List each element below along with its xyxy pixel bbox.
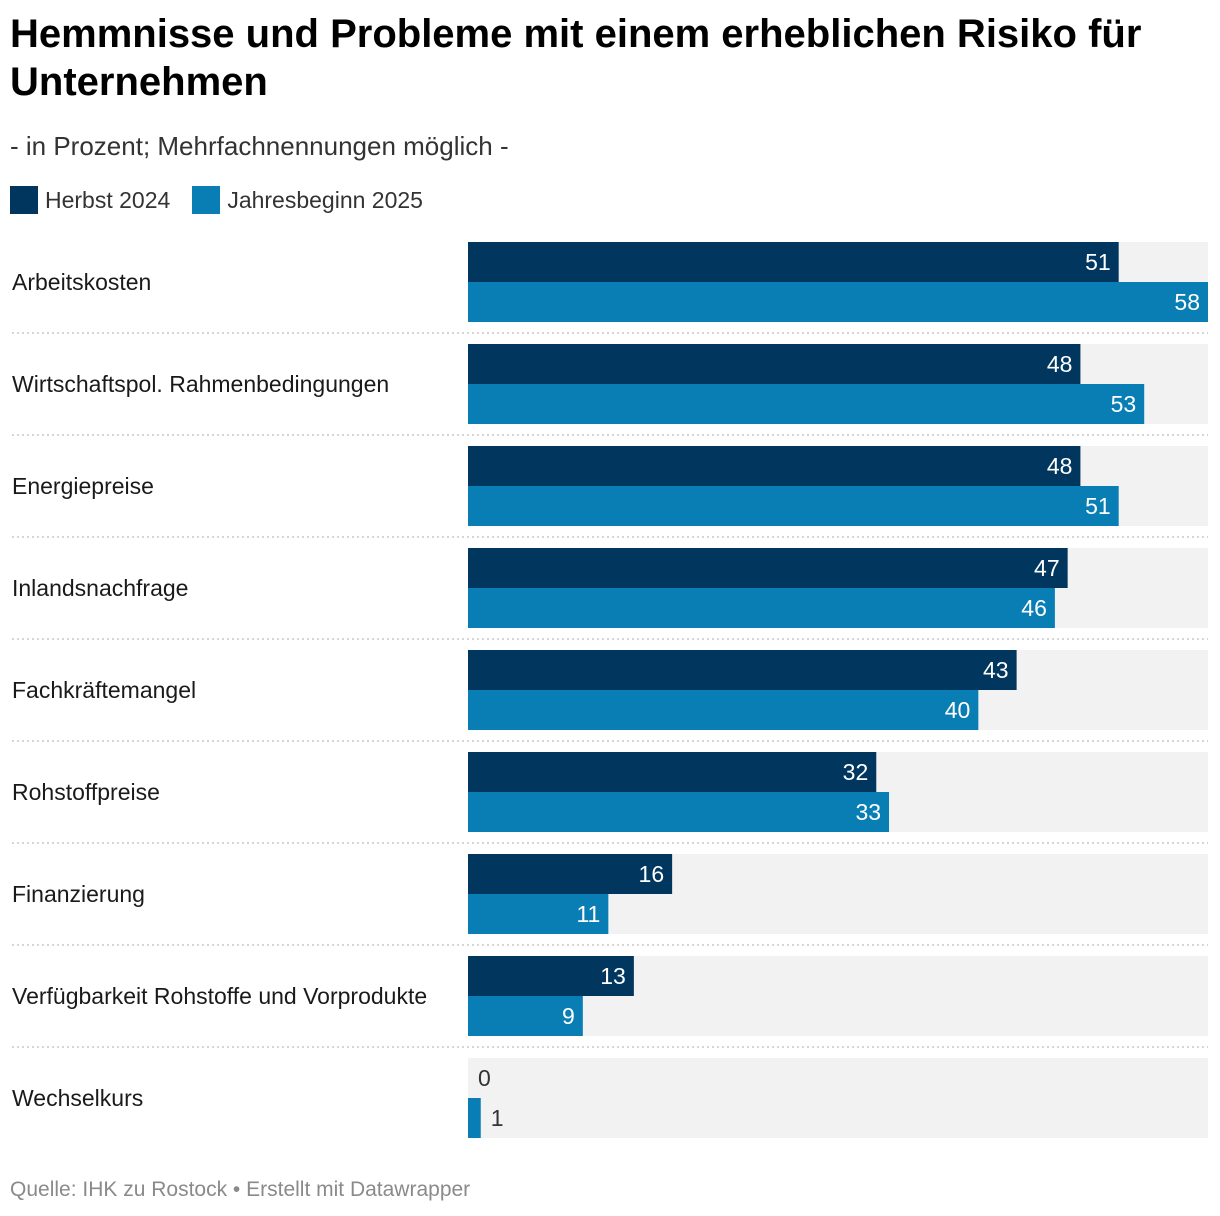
legend: Herbst 2024 Jahresbeginn 2025	[10, 184, 423, 216]
data-label: 40	[945, 697, 971, 723]
data-label: 0	[478, 1065, 491, 1091]
bar-herbst-2024	[468, 650, 1017, 690]
bar-jahresbeginn-2025	[468, 384, 1145, 424]
data-label: 16	[639, 861, 665, 887]
category-label: Inlandsnachfrage	[12, 575, 188, 601]
bar-chart: Arbeitskosten 51 58 Wirtschaftspol. Rahmenb…	[12, 242, 1208, 1138]
legend-item-series-1: Herbst 2024	[10, 186, 170, 214]
chart-subtitle: - in Prozent; Mehrfachnennungen möglich …	[10, 131, 509, 161]
category-label: Fachkräftemangel	[12, 677, 196, 703]
bar-herbst-2024	[468, 446, 1081, 486]
bar-jahresbeginn-2025	[468, 486, 1119, 526]
legend-label-series-2: Jahresbeginn 2025	[227, 186, 423, 213]
data-label: 32	[843, 759, 869, 785]
data-label: 51	[1085, 249, 1111, 275]
data-label: 46	[1021, 595, 1047, 621]
chart-title: Hemmnisse und Probleme mit einem erhebli…	[10, 12, 1142, 104]
legend-swatch-series-1	[10, 186, 38, 214]
category-label: Energiepreise	[12, 473, 154, 499]
category-label: Arbeitskosten	[12, 269, 151, 295]
data-label: 9	[562, 1003, 575, 1029]
category-label: Rohstoffpreise	[12, 779, 160, 805]
data-label: 13	[600, 963, 626, 989]
source-note: Quelle: IHK zu Rostock • Erstellt mit Da…	[10, 1178, 471, 1201]
bar-jahresbeginn-2025	[468, 282, 1208, 322]
data-label: 51	[1085, 493, 1111, 519]
bar-herbst-2024	[468, 956, 634, 996]
legend-swatch-series-2	[192, 186, 221, 214]
bar-herbst-2024	[468, 548, 1068, 588]
bar-herbst-2024	[468, 752, 877, 792]
bar-herbst-2024	[468, 344, 1081, 384]
data-label: 53	[1111, 391, 1137, 417]
bar-herbst-2024	[468, 854, 673, 894]
bar-jahresbeginn-2025	[468, 588, 1055, 628]
bar-jahresbeginn-2025	[468, 894, 609, 934]
category-label: Verfügbarkeit Rohstoffe und Vorprodukte	[12, 983, 427, 1009]
bar-jahresbeginn-2025	[468, 690, 979, 730]
bar-jahresbeginn-2025	[468, 1098, 481, 1138]
data-label: 48	[1047, 453, 1073, 479]
bar-jahresbeginn-2025	[468, 792, 890, 832]
data-label: 48	[1047, 351, 1073, 377]
data-label: 11	[576, 901, 600, 927]
bar-track	[468, 1058, 1208, 1138]
category-label: Wirtschaftspol. Rahmenbedingungen	[12, 371, 389, 397]
data-label: 47	[1034, 555, 1060, 581]
data-label: 33	[855, 799, 881, 825]
category-label: Finanzierung	[12, 881, 145, 907]
data-label: 1	[491, 1105, 504, 1131]
legend-item-series-2: Jahresbeginn 2025	[192, 186, 423, 214]
legend-label-series-1: Herbst 2024	[45, 186, 171, 213]
bar-jahresbeginn-2025	[468, 996, 583, 1036]
bar-herbst-2024	[468, 242, 1119, 282]
category-label: Wechselkurs	[12, 1085, 143, 1111]
data-label: 58	[1174, 289, 1200, 315]
data-label: 43	[983, 657, 1009, 683]
